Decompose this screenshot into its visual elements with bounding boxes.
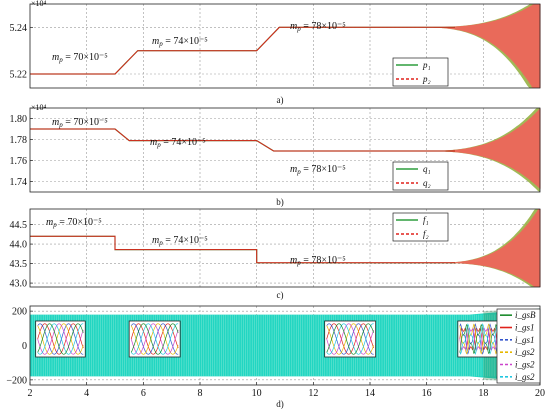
- x-tick-label: 2: [28, 388, 33, 399]
- legend-box: [392, 57, 449, 87]
- legend-label: q₂: [423, 178, 431, 188]
- inset-waveform: [35, 320, 86, 358]
- annotation-mp: mp = 78×10⁻⁵: [290, 21, 346, 33]
- inset-phase-line: [130, 323, 179, 355]
- axis-exponent-label: ×10⁴: [31, 0, 47, 8]
- inset-phase-line: [459, 327, 505, 351]
- y-tick-label: 44.5: [10, 220, 28, 231]
- x-tick-label: 6: [141, 388, 146, 399]
- inset-phase-line: [326, 323, 375, 355]
- inset-phase-line: [326, 323, 375, 355]
- legend-label: i_gs2: [515, 372, 535, 382]
- x-tick-label: 8: [198, 388, 203, 399]
- legend-label: i_gs2: [515, 347, 535, 357]
- subplot-b: 1.74 1.76 1.78 1.80 mp = 70×10⁻⁵ mp = 74×10⁻⁵…: [10, 103, 541, 207]
- subplot-a: 5.22 5.24 mp = 70×10⁻⁵ mp = 74×10⁻⁵ mp = 78×…: [10, 0, 541, 105]
- y-tick-label: 43.0: [10, 279, 28, 290]
- subplot-caption: d): [276, 399, 284, 409]
- inset-phase-line: [37, 323, 84, 355]
- annotation-mp: mp = 70×10⁻⁵: [46, 217, 102, 229]
- annotation-mp: mp = 74×10⁻⁵: [152, 36, 208, 48]
- legend-label: p₂: [422, 74, 431, 84]
- y-tick-label: 0: [22, 341, 27, 352]
- subplot-c: 43.0 43.5 44.0 44.5 mp = 70×10⁻⁵ mp = 74×10⁻⁵…: [10, 208, 541, 300]
- legend-label: i_gs1: [515, 335, 535, 345]
- y-tick-label: 1.80: [10, 114, 28, 125]
- x-tick-label: 12: [308, 388, 318, 399]
- inset-waveform: [324, 320, 377, 358]
- inset-phase-line: [130, 323, 179, 355]
- legend: i_gsB i_gs1 i_gs1 i_gs2 i_gs2 i_gs2: [496, 308, 541, 384]
- inset-phase-line: [459, 323, 505, 355]
- inset-phase-line: [130, 323, 179, 355]
- y-tick-label: 1.74: [10, 177, 28, 188]
- annotation-mp: mp = 74×10⁻⁵: [150, 137, 206, 149]
- y-tick-label: 5.22: [10, 70, 28, 81]
- inset-phase-line: [37, 323, 84, 355]
- x-tick-label: 16: [422, 388, 432, 399]
- legend-box: [392, 161, 449, 191]
- subplot-caption: c): [277, 290, 284, 300]
- annotation-mp: mp = 78×10⁻⁵: [290, 164, 346, 176]
- inset-phase-line: [37, 323, 84, 355]
- legend-label: i_gsB: [515, 310, 536, 320]
- legend-label: i_gs1: [515, 323, 535, 333]
- y-tick-label: 5.24: [10, 23, 28, 34]
- axis-exponent-label: ×10⁴: [31, 103, 47, 112]
- legend-box: [496, 308, 541, 384]
- y-tick-label: 1.78: [10, 135, 28, 146]
- x-tick-label: 10: [252, 388, 262, 399]
- y-tick-label: 1.76: [10, 156, 28, 167]
- legend-label: p₁: [422, 60, 431, 70]
- series-line-2: [30, 128, 455, 152]
- legend: p₁ p₂: [392, 57, 449, 87]
- x-tick-label: 4: [84, 388, 89, 399]
- legend-label: i_gs2: [515, 360, 535, 370]
- legend-label: f₂: [423, 229, 429, 239]
- y-tick-label: −200: [6, 375, 27, 386]
- inset-waveform: [128, 320, 181, 358]
- annotation-mp: mp = 78×10⁻⁵: [290, 255, 346, 267]
- x-tick-label: 20: [535, 388, 545, 399]
- legend: f₁ f₂: [392, 212, 449, 242]
- subplot-caption: b): [276, 197, 284, 207]
- legend-label: f₁: [423, 215, 429, 225]
- legend-box: [392, 212, 449, 242]
- x-tick-label: 18: [478, 388, 488, 399]
- inset-phase-line: [459, 324, 505, 354]
- legend-label: q₁: [423, 164, 431, 174]
- series-line-2: [30, 235, 455, 264]
- plot-frame: [29, 107, 541, 193]
- annotation-mp: mp = 70×10⁻⁵: [52, 52, 108, 64]
- legend: q₁ q₂: [392, 161, 449, 191]
- series-line-2: [30, 26, 455, 75]
- subplot-caption: a): [277, 95, 284, 105]
- plot-frame: [29, 208, 541, 288]
- plot-frame: [29, 3, 541, 89]
- y-tick-label: 43.5: [10, 259, 28, 270]
- y-tick-label: 44.0: [10, 240, 28, 251]
- x-tick-label: 14: [365, 388, 375, 399]
- annotation-mp: mp = 70×10⁻⁵: [52, 117, 108, 129]
- inset-phase-line: [326, 323, 374, 355]
- y-tick-label: 200: [12, 307, 27, 318]
- annotation-mp: mp = 74×10⁻⁵: [152, 235, 208, 247]
- series-line-1: [30, 128, 455, 152]
